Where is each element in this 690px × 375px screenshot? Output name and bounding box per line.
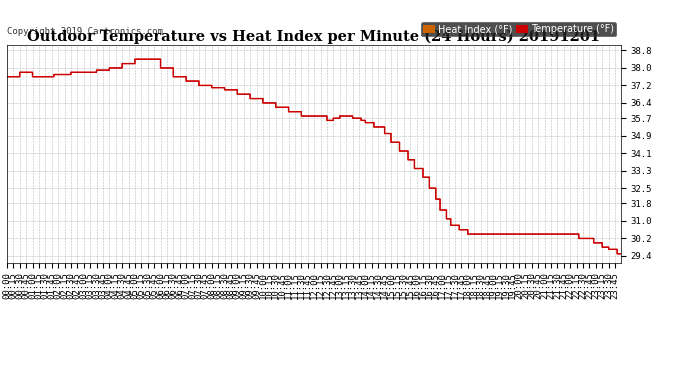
Text: Copyright 2019 Cartronics.com: Copyright 2019 Cartronics.com [7,27,163,36]
Title: Outdoor Temperature vs Heat Index per Minute (24 Hours) 20191201: Outdoor Temperature vs Heat Index per Mi… [28,30,600,44]
Legend: Heat Index (°F), Temperature (°F): Heat Index (°F), Temperature (°F) [421,22,616,36]
